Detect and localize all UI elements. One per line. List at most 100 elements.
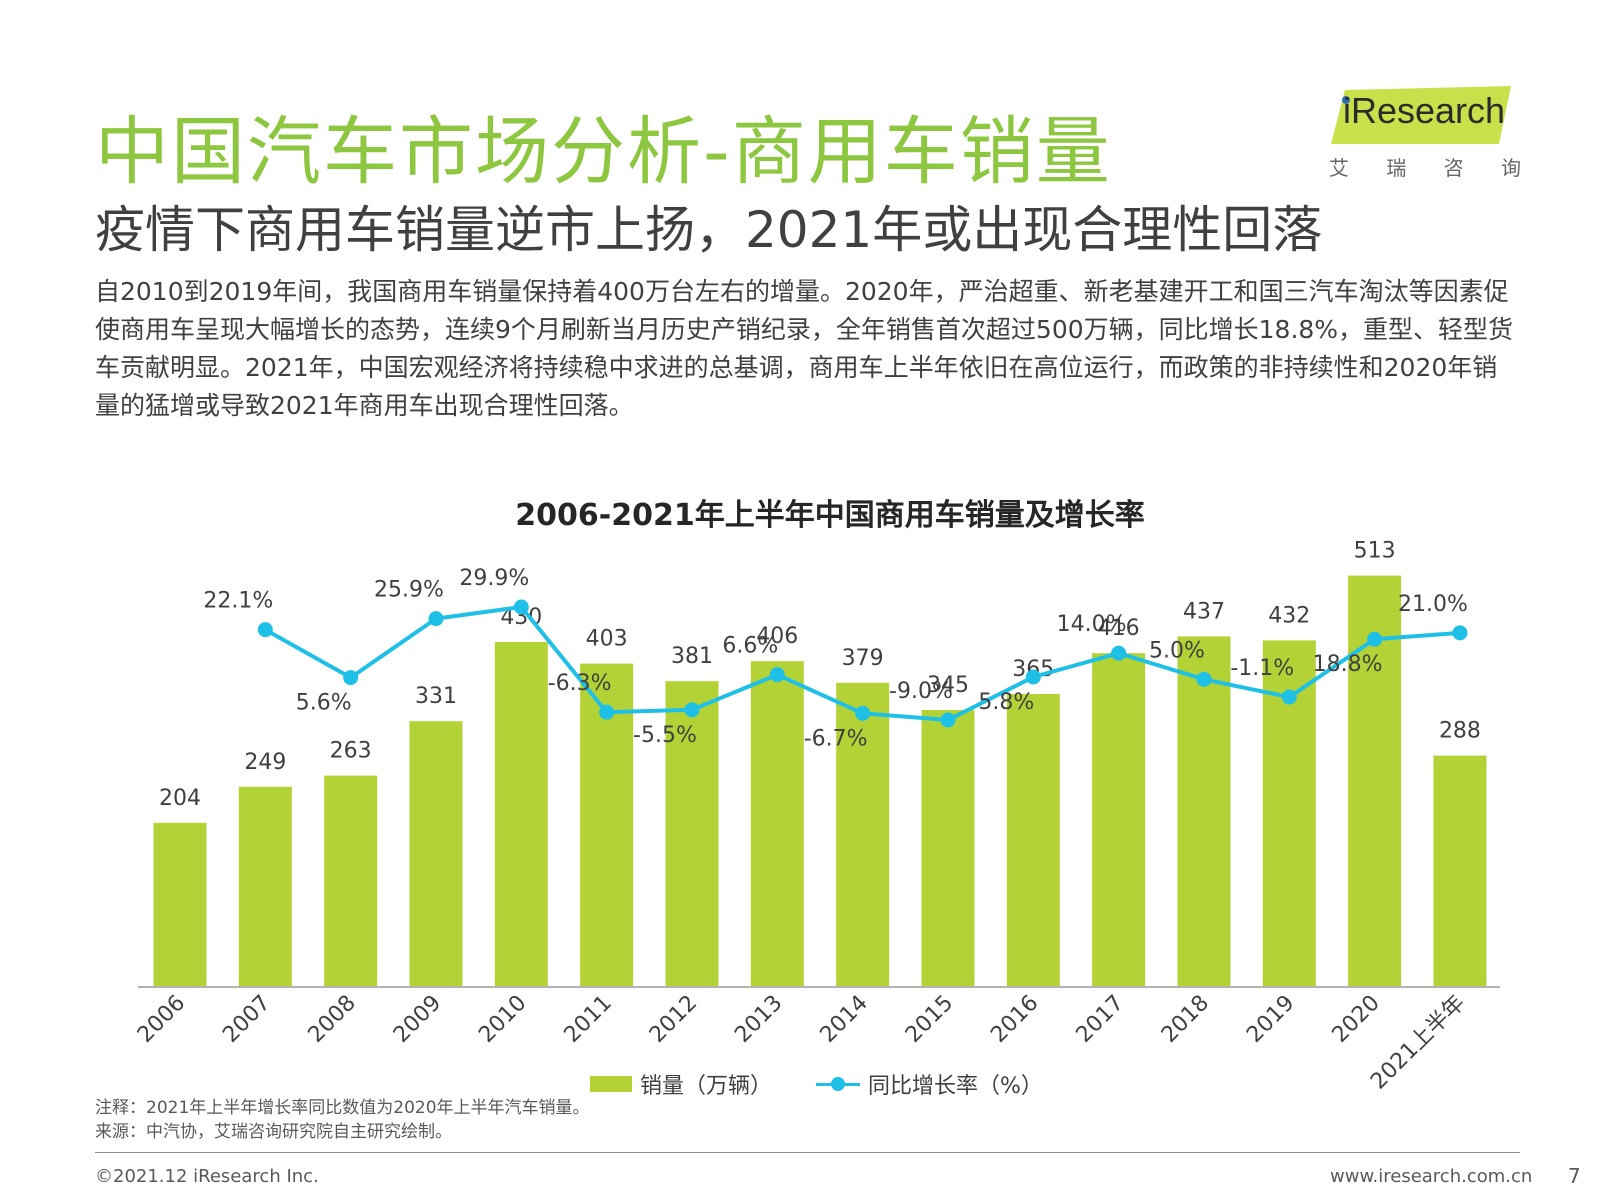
x-tick-label: 2018 xyxy=(1157,991,1214,1048)
bar-value-label: 437 xyxy=(1183,599,1225,624)
growth-point xyxy=(855,705,871,721)
growth-value-label: 5.8% xyxy=(978,690,1034,715)
bar xyxy=(238,786,292,986)
logo-sub-char: 询 xyxy=(1500,156,1521,180)
growth-point xyxy=(257,622,273,638)
bar xyxy=(153,822,207,986)
bar-value-label: 263 xyxy=(330,739,372,764)
bar-value-label: 416 xyxy=(1098,616,1140,641)
x-tick-label: 2020 xyxy=(1328,991,1385,1048)
growth-value-label: 5.6% xyxy=(296,691,352,716)
bar-series xyxy=(153,575,1487,986)
growth-point xyxy=(1196,671,1212,687)
growth-point xyxy=(684,702,700,718)
growth-point xyxy=(1452,625,1468,641)
bar-value-label: 331 xyxy=(415,684,457,709)
growth-value-label: 25.9% xyxy=(374,578,444,603)
x-tick-label: 2014 xyxy=(816,991,873,1048)
growth-line-series: 22.1% 5.6% 25.9% 29.9% -6.3% -5.5% 6.6% -6.7% -9… xyxy=(203,566,1468,751)
logo-text: iResearch xyxy=(1343,90,1506,131)
growth-value-label: 18.8% xyxy=(1313,652,1383,677)
growth-value-label: 6.6% xyxy=(722,634,778,659)
bar-value-label: 406 xyxy=(756,624,798,649)
legend-line-swatch-icon xyxy=(816,1076,861,1092)
bar-value-label: 379 xyxy=(842,646,884,671)
bar-value-label: 432 xyxy=(1268,603,1310,628)
footer-divider xyxy=(95,1152,1520,1153)
bar-value-label: 513 xyxy=(1354,539,1396,564)
bar xyxy=(494,642,548,986)
x-tick-label: 2007 xyxy=(218,991,275,1048)
x-tick-label: 2009 xyxy=(389,991,446,1048)
x-tick-label: 2013 xyxy=(730,991,787,1048)
bar-value-label: 249 xyxy=(244,750,286,775)
bar xyxy=(921,710,975,986)
page-number: 7 xyxy=(1568,1164,1581,1188)
legend-item-sales: 销量（万辆） xyxy=(590,1068,772,1100)
intro-paragraph: 自2010到2019年间，我国商用车销量保持着400万台左右的增量。2020年，… xyxy=(95,277,1514,420)
bar xyxy=(750,661,804,986)
footer-copyright: ©2021.12 iResearch Inc. xyxy=(95,1166,319,1187)
chart-title: 2006-2021年上半年中国商用车销量及增长率 xyxy=(515,498,1144,533)
growth-value-label: 14.0% xyxy=(1057,612,1127,637)
bar xyxy=(324,775,378,986)
x-tick-label: 2017 xyxy=(1072,991,1129,1048)
x-tick-label: 2012 xyxy=(645,991,702,1048)
logo-subtitle: 艾 瑞 咨 询 xyxy=(1329,152,1521,181)
growth-point xyxy=(343,670,359,686)
chart-notes: 注释：2021年上半年增长率同比数值为2020年上半年汽车销量。 来源：中汽协，… xyxy=(95,1096,590,1144)
note-text: 注释：2021年上半年增长率同比数值为2020年上半年汽车销量。 xyxy=(95,1098,590,1118)
bar xyxy=(409,721,463,986)
growth-value-label: 22.1% xyxy=(203,589,273,614)
chart-legend: 销量（万辆） 同比增长率（%） xyxy=(590,1068,1043,1100)
growth-point xyxy=(1281,689,1297,705)
legend-item-growth: 同比增长率（%） xyxy=(816,1068,1043,1100)
footer-website: www.iresearch.com.cn xyxy=(1330,1166,1533,1187)
logo-sub-char: 瑞 xyxy=(1386,156,1407,180)
bar xyxy=(1177,636,1231,986)
bar-value-label: 288 xyxy=(1439,719,1481,744)
growth-value-label: -9.0% xyxy=(889,679,953,704)
growth-value-label: 29.9% xyxy=(459,566,529,591)
bar-value-label: 381 xyxy=(671,644,713,669)
bar-value-label: 403 xyxy=(586,627,628,652)
legend-label-growth: 同比增长率（%） xyxy=(868,1074,1043,1099)
growth-point xyxy=(940,712,956,728)
x-tick-label: 2011 xyxy=(560,991,617,1048)
page-title: 中国汽车市场分析-商用车销量 xyxy=(95,109,1112,195)
legend-bar-swatch-icon xyxy=(590,1076,632,1092)
growth-point xyxy=(769,667,785,683)
growth-point xyxy=(428,611,444,627)
x-tick-label: 2006 xyxy=(133,991,190,1048)
growth-value-label: 21.0% xyxy=(1398,592,1468,617)
bar xyxy=(836,682,890,986)
growth-point xyxy=(1111,645,1127,661)
logo-badge-icon xyxy=(1331,86,1511,144)
bar-value-label: 345 xyxy=(927,673,969,698)
x-tick-label: 2008 xyxy=(304,991,361,1048)
growth-value-label: -6.7% xyxy=(804,726,868,751)
growth-point xyxy=(513,599,529,615)
bar xyxy=(1006,694,1060,986)
logo-sub-char: 咨 xyxy=(1443,156,1464,180)
bar xyxy=(1433,755,1487,986)
logo-sub-char: 艾 xyxy=(1329,156,1349,180)
growth-value-label: -6.3% xyxy=(548,671,612,696)
x-tick-label: 2019 xyxy=(1242,991,1299,1048)
growth-point xyxy=(1025,669,1041,685)
x-tick-label: 2016 xyxy=(986,991,1043,1048)
bar-value-label: 204 xyxy=(159,786,201,811)
iresearch-logo: iResearch 艾 瑞 咨 询 xyxy=(1325,82,1525,182)
x-tick-label: 2015 xyxy=(901,991,958,1048)
growth-point xyxy=(599,704,615,720)
x-tick-label: 2010 xyxy=(474,991,531,1048)
legend-label-sales: 销量（万辆） xyxy=(640,1074,773,1099)
page-subtitle: 疫情下商用车销量逆市上扬，2021年或出现合理性回落 xyxy=(95,201,1323,259)
bar xyxy=(665,681,719,986)
growth-value-label: 5.0% xyxy=(1149,638,1205,663)
growth-value-label: -1.1% xyxy=(1230,656,1294,681)
growth-value-label: -5.5% xyxy=(633,723,697,748)
bar xyxy=(1092,653,1146,986)
source-text: 来源：中汽协，艾瑞咨询研究院自主研究绘制。 xyxy=(95,1122,452,1142)
